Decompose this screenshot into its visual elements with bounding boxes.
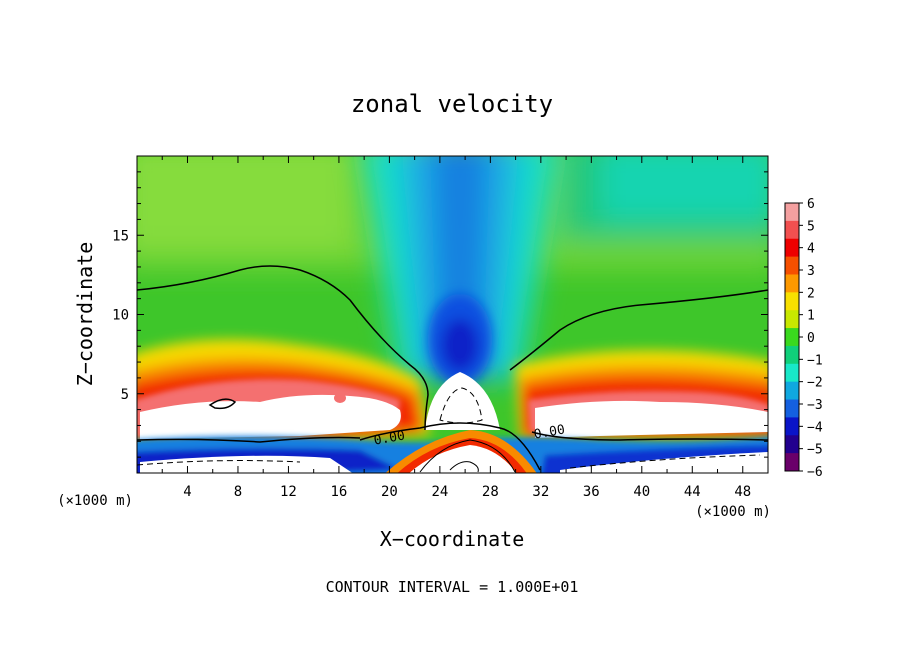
colorbar: 6 5 4 3 2 1 0 −1 −2 −3 −4 −5 −6 xyxy=(784,197,823,480)
y-axis: 5 10 15 xyxy=(112,171,768,458)
x-tick-label: 8 xyxy=(234,484,242,500)
colorbar-segment xyxy=(785,310,799,329)
contour-label: 0.00 xyxy=(533,422,566,442)
plot-area: 0.00 0.00 xyxy=(136,155,769,474)
colorbar-tick-label: 6 xyxy=(807,197,815,212)
heatmap-white-patches xyxy=(140,372,768,440)
chart-title: zonal velocity xyxy=(351,90,553,118)
colorbar-segment xyxy=(785,274,799,293)
x-axis-label: X−coordinate xyxy=(380,527,525,551)
x-unit-right: (×1000 m) xyxy=(695,504,771,520)
x-tick-label: 12 xyxy=(280,484,297,500)
colorbar-tick-label: 0 xyxy=(807,331,815,346)
x-tick-label: 32 xyxy=(532,484,549,500)
colorbar-segment xyxy=(785,399,799,418)
x-tick-label: 20 xyxy=(381,484,398,500)
colorbar-tick-label: 3 xyxy=(807,264,815,279)
contour-lines-negative xyxy=(137,387,761,469)
x-tick-label: 48 xyxy=(734,484,751,500)
x-tick-label: 16 xyxy=(330,484,347,500)
colorbar-segment xyxy=(785,453,799,472)
x-tick-label: 4 xyxy=(183,484,191,500)
colorbar-segment xyxy=(785,220,799,240)
colorbar-segment xyxy=(785,203,799,222)
y-tick-label: 5 xyxy=(121,387,129,403)
x-tick-label: 36 xyxy=(583,484,600,500)
colorbar-segment xyxy=(785,363,799,383)
colorbar-segment xyxy=(785,238,799,258)
colorbar-tick-label: −3 xyxy=(807,398,823,413)
y-tick-label: 10 xyxy=(112,308,129,324)
colorbar-segment xyxy=(785,417,799,436)
colorbar-tick-label: −4 xyxy=(807,420,823,435)
x-tick-label: 44 xyxy=(684,484,701,500)
x-tick-label: 24 xyxy=(431,484,448,500)
colorbar-tick-label: −2 xyxy=(807,376,823,391)
colorbar-segment xyxy=(785,435,799,454)
colorbar-tick-label: 2 xyxy=(807,286,815,301)
colorbar-segment xyxy=(785,328,799,347)
colorbar-tick-label: −6 xyxy=(807,465,823,480)
colorbar-tick-label: −1 xyxy=(807,353,823,368)
y-axis-label: Z−coordinate xyxy=(73,242,97,387)
colorbar-tick-label: 1 xyxy=(807,309,815,324)
colorbar-tick-label: −5 xyxy=(807,443,823,458)
contour-interval-footer: CONTOUR INTERVAL = 1.000E+01 xyxy=(326,578,579,596)
colorbar-segment xyxy=(785,292,799,311)
contour-lines-thin xyxy=(419,439,516,473)
colorbar-segment xyxy=(785,256,799,275)
colorbar-tick-label: 4 xyxy=(807,242,815,257)
x-axis: 4 8 12 16 20 24 28 32 36 40 44 48 xyxy=(161,156,751,500)
colorbar-tick-label: 5 xyxy=(807,219,815,234)
colorbar-segment xyxy=(785,345,799,365)
x-tick-label: 40 xyxy=(633,484,650,500)
colorbar-segment xyxy=(785,381,799,401)
contour-label: 0.00 xyxy=(373,428,406,448)
x-unit-left: (×1000 m) xyxy=(57,493,133,509)
x-tick-label: 28 xyxy=(482,484,499,500)
y-tick-label: 15 xyxy=(112,228,129,244)
contour-lines xyxy=(137,265,768,471)
